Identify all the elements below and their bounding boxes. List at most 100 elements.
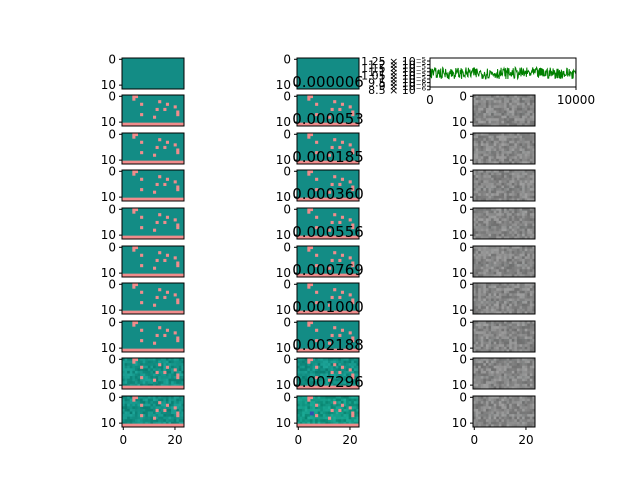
noise-cell [514, 326, 518, 330]
heatmap-cell [127, 416, 131, 420]
heatmap-cell [124, 408, 128, 412]
noise-cell [514, 261, 518, 265]
noise-cell [478, 344, 482, 348]
heatmap-cell [353, 358, 357, 361]
noise-cell [511, 401, 515, 405]
heatmap-band [297, 348, 359, 352]
heatmap-cell [307, 383, 311, 387]
heatmap-cell [333, 396, 337, 399]
noise-cell [509, 311, 513, 315]
heatmap-cell [150, 419, 154, 423]
heatmap-block [340, 253, 345, 257]
noise-cell [506, 102, 510, 106]
heatmap-cell [158, 381, 162, 385]
heatmap-block [315, 328, 319, 332]
noise-cell [514, 256, 518, 260]
heatmap-cell [147, 376, 151, 379]
heatmap-cell [181, 368, 185, 372]
heatmap-block [307, 210, 311, 214]
noise-cell [511, 381, 515, 385]
heatmap-cell [173, 365, 177, 369]
noise-cell [501, 293, 505, 297]
noise-cell [514, 311, 518, 315]
noise-cell [506, 256, 510, 260]
heatmap-cell [124, 406, 128, 410]
heatmap-cell [353, 381, 357, 385]
noise-cell [514, 102, 518, 106]
noise-cell [480, 398, 484, 402]
heatmap-cell [124, 376, 128, 379]
heatmap-cell [178, 358, 182, 361]
heatmap-cell [153, 406, 156, 410]
noise-cell [511, 365, 515, 369]
noise-cell [509, 100, 513, 104]
noise-cell [506, 228, 510, 232]
heatmap-cell [356, 421, 360, 425]
heatmap-cell [147, 398, 151, 402]
heatmap-cell [304, 360, 308, 364]
heatmap-cell [132, 378, 136, 382]
noise-cell [480, 381, 484, 385]
heatmap-cell [297, 363, 300, 367]
noise-cell [483, 416, 487, 420]
noise-cell [504, 414, 507, 417]
noise-cell [504, 148, 507, 152]
heatmap-cell [168, 378, 172, 382]
noise-cell [491, 271, 494, 275]
noise-cell [506, 258, 510, 262]
noise-cell [501, 326, 505, 330]
noise-cell [514, 411, 518, 415]
noise-cell [478, 258, 482, 262]
noise-cell [506, 370, 510, 374]
noise-cell [516, 419, 520, 423]
heatmap-cell [153, 396, 156, 399]
noise-cell [524, 360, 528, 364]
heatmap-cell [335, 403, 339, 407]
noise-cell [501, 365, 505, 369]
heatmap-cell [302, 419, 306, 423]
noise-cell [493, 386, 497, 390]
noise-cell [475, 120, 479, 124]
noise-cell [475, 269, 479, 273]
noise-cell [485, 253, 489, 257]
noise-cell [527, 365, 531, 369]
heatmap-cell [338, 363, 342, 367]
noise-cell [493, 105, 497, 109]
y-tick-label: 8.5 × 10⁻⁶ [368, 84, 427, 97]
heatmap-block [158, 251, 162, 255]
heatmap-cell [343, 414, 347, 417]
heatmap-cell [176, 408, 180, 412]
noise-cell [488, 419, 492, 423]
noise-cell [493, 143, 497, 147]
heatmap-block [140, 188, 144, 192]
noise-cell [529, 177, 533, 181]
heatmap-cell [165, 373, 169, 377]
noise-cell [480, 256, 484, 260]
noise-cell [514, 182, 518, 186]
noise-cell [473, 218, 476, 222]
noise-cell [506, 138, 510, 142]
noise-cell [514, 198, 518, 202]
noise-cell [498, 145, 502, 149]
heatmap-cell [338, 378, 342, 382]
panel-value-label: 0.000556 [292, 223, 364, 241]
noise-cell [527, 177, 531, 181]
noise-cell [516, 145, 520, 149]
noise-cell [501, 185, 505, 189]
noise-cell [519, 226, 523, 229]
noise-cell [493, 403, 497, 407]
noise-cell [498, 218, 502, 222]
noise-cell [475, 349, 479, 353]
heatmap-cell [153, 370, 156, 374]
heatmap-cell [304, 419, 308, 423]
noise-cell [514, 135, 518, 139]
heatmap-cell [328, 365, 331, 369]
noise-cell [522, 306, 525, 310]
heatmap-cell [353, 398, 357, 402]
heatmap-cell [129, 370, 133, 374]
heatmap-block [158, 363, 162, 367]
noise-cell [509, 170, 513, 173]
noise-cell [491, 365, 494, 369]
noise-cell [504, 218, 507, 222]
